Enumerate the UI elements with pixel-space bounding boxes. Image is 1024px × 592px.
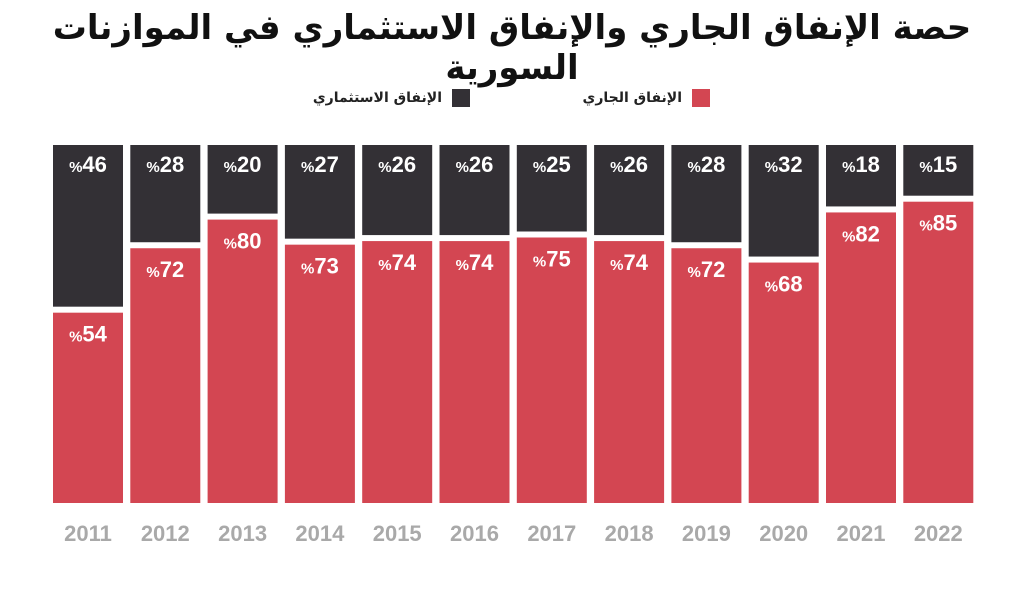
year-tick-label: 2016 xyxy=(450,521,499,546)
year-tick-label: 2014 xyxy=(295,521,345,546)
year-tick-label: 2018 xyxy=(605,521,654,546)
bar-investment-2019 xyxy=(671,145,742,243)
data-label-investment-2020: %32 xyxy=(765,152,803,177)
data-label-current-2020: %68 xyxy=(765,272,803,297)
bar-current-2021 xyxy=(826,212,896,503)
data-label-investment-2021: %18 xyxy=(842,152,880,177)
data-label-current-2011: %54 xyxy=(69,322,108,347)
legend-swatch-investment xyxy=(452,89,470,107)
year-tick-label: 2011 xyxy=(64,521,112,546)
bar-current-2015 xyxy=(362,241,433,503)
bar-investment-2021 xyxy=(826,145,896,207)
chart-title: حصة الإنفاق الجاري والإنفاق الاستثماري ف… xyxy=(52,8,972,88)
bar-investment-2011 xyxy=(53,145,123,307)
bar-current-2019 xyxy=(671,248,742,503)
bar-investment-2015 xyxy=(362,145,433,236)
bar-investment-2012 xyxy=(130,145,201,243)
year-tick-label: 2012 xyxy=(141,521,190,546)
bar-current-2011 xyxy=(53,312,123,503)
data-label-current-2013: %80 xyxy=(224,229,262,254)
legend-item-investment: الإنفاق الاستثماري xyxy=(310,86,470,110)
bar-investment-2022 xyxy=(903,145,974,196)
bar-investment-2016 xyxy=(439,145,510,236)
bar-current-2014 xyxy=(284,244,355,503)
data-label-current-2021: %82 xyxy=(842,221,880,246)
data-label-investment-2014: %27 xyxy=(301,152,339,177)
bar-investment-2014 xyxy=(284,145,355,239)
data-label-investment-2012: %28 xyxy=(146,152,184,177)
data-label-current-2022: %85 xyxy=(919,211,957,236)
year-tick-label: 2019 xyxy=(682,521,731,546)
data-label-investment-2022: %15 xyxy=(919,152,957,177)
data-label-investment-2011: %46 xyxy=(69,152,107,177)
bar-current-2017 xyxy=(516,237,587,503)
data-label-current-2019: %72 xyxy=(687,257,725,282)
data-label-current-2015: %74 xyxy=(378,250,417,275)
bar-current-2022 xyxy=(903,201,974,503)
bar-investment-2018 xyxy=(594,145,665,236)
year-tick-label: 2013 xyxy=(218,521,267,546)
data-label-investment-2017: %25 xyxy=(533,152,571,177)
bar-current-2016 xyxy=(439,241,510,503)
bar-current-2012 xyxy=(130,248,201,503)
bar-investment-2017 xyxy=(516,145,587,232)
year-tick-label: 2017 xyxy=(527,521,576,546)
data-label-investment-2013: %20 xyxy=(224,152,262,177)
data-label-current-2016: %74 xyxy=(456,250,495,275)
bar-current-2013 xyxy=(207,219,278,503)
data-label-investment-2016: %26 xyxy=(456,152,494,177)
year-tick-label: 2021 xyxy=(837,521,886,546)
data-label-investment-2015: %26 xyxy=(378,152,416,177)
data-label-current-2012: %72 xyxy=(146,257,184,282)
data-label-investment-2019: %28 xyxy=(687,152,725,177)
bar-current-2018 xyxy=(594,241,665,503)
year-tick-label: 2020 xyxy=(759,521,808,546)
legend-swatch-current xyxy=(692,89,710,107)
year-tick-label: 2015 xyxy=(373,521,422,546)
data-label-current-2014: %73 xyxy=(301,254,339,279)
bar-investment-2013 xyxy=(207,145,278,214)
bar-investment-2020 xyxy=(748,145,819,257)
legend-label-current: الإنفاق الجاري xyxy=(582,90,683,106)
data-label-current-2017: %75 xyxy=(533,247,571,272)
legend-item-current: الإنفاق الجاري xyxy=(570,86,710,110)
data-label-current-2018: %74 xyxy=(610,250,649,275)
data-label-investment-2018: %26 xyxy=(610,152,648,177)
legend-label-investment: الإنفاق الاستثماري xyxy=(312,90,442,106)
year-tick-label: 2022 xyxy=(914,521,963,546)
bar-current-2020 xyxy=(748,262,819,503)
